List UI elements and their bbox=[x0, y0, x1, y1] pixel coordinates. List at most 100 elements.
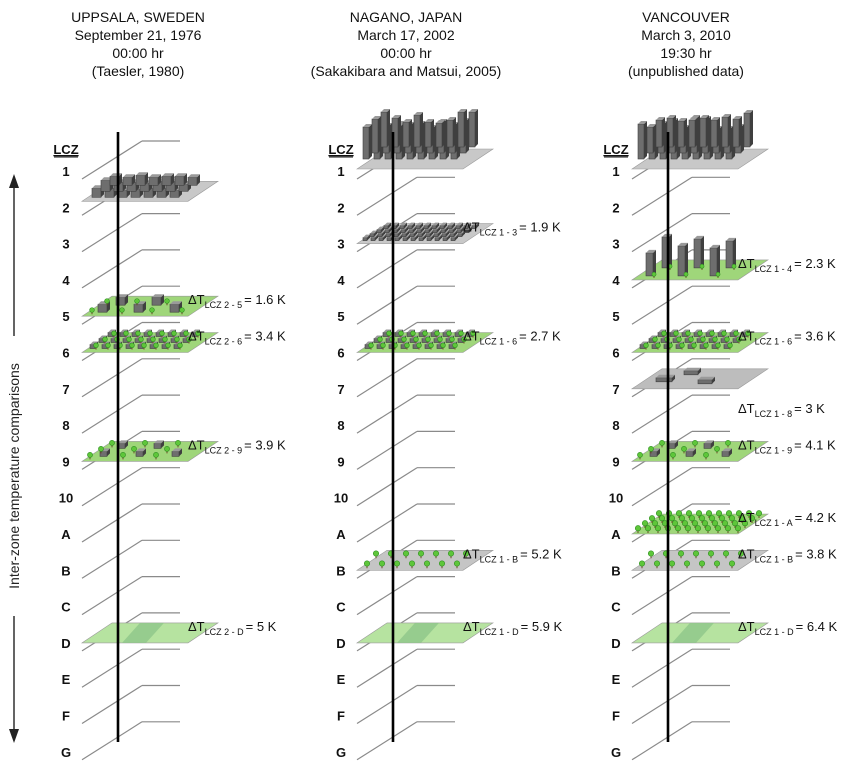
building-roof bbox=[709, 335, 717, 339]
building-side bbox=[653, 249, 656, 276]
building-roof bbox=[710, 244, 720, 248]
delta-value: = 3 K bbox=[794, 401, 825, 416]
tree-crown bbox=[695, 510, 703, 517]
building-front bbox=[153, 443, 162, 449]
level-label: 1 bbox=[337, 164, 344, 179]
top-reference-scene bbox=[81, 172, 219, 202]
tree bbox=[670, 452, 676, 460]
building-roof bbox=[656, 117, 665, 120]
lowrise-building bbox=[399, 222, 407, 229]
building-roof bbox=[658, 329, 666, 333]
tree bbox=[648, 515, 656, 523]
header-line-1: VANCOUVER bbox=[642, 9, 730, 25]
tree bbox=[736, 336, 742, 344]
tree bbox=[643, 342, 649, 350]
building-roof bbox=[126, 341, 134, 345]
tree-crown bbox=[434, 330, 440, 336]
tree-crown bbox=[715, 510, 723, 517]
delta-value: = 5 K bbox=[246, 619, 277, 634]
tree-crown bbox=[674, 525, 682, 532]
level-tick bbox=[356, 721, 418, 761]
tree bbox=[647, 550, 655, 559]
tree-crown bbox=[712, 336, 718, 342]
building-roof bbox=[174, 341, 182, 345]
tree-crown bbox=[676, 336, 682, 342]
building-front bbox=[380, 111, 388, 148]
tree bbox=[698, 515, 706, 523]
tree bbox=[428, 342, 434, 350]
lowrise-building bbox=[383, 222, 391, 229]
level-label: 7 bbox=[337, 382, 344, 397]
highrise-building bbox=[677, 242, 688, 277]
tree bbox=[724, 336, 730, 344]
building-side bbox=[452, 222, 455, 229]
tree-crown bbox=[685, 330, 691, 336]
building-side bbox=[414, 230, 417, 237]
tree bbox=[734, 525, 742, 533]
tree-crown bbox=[453, 560, 461, 567]
tree-crown bbox=[153, 342, 159, 348]
tree bbox=[453, 560, 461, 569]
small-building bbox=[703, 440, 714, 449]
building-roof bbox=[698, 376, 715, 380]
building-front bbox=[697, 379, 713, 385]
building-roof bbox=[686, 448, 696, 452]
building-roof bbox=[159, 335, 167, 339]
building-roof bbox=[132, 329, 140, 333]
tree-crown bbox=[174, 336, 180, 342]
building-side bbox=[462, 230, 465, 237]
building-front bbox=[413, 114, 421, 148]
level-label: 4 bbox=[337, 273, 345, 288]
tree bbox=[718, 515, 726, 523]
building-side bbox=[701, 235, 704, 268]
lcz-scene bbox=[631, 622, 769, 644]
tree-crown bbox=[425, 336, 431, 342]
level-label: 6 bbox=[62, 346, 69, 361]
tree-crown bbox=[422, 330, 428, 336]
tree-crown bbox=[141, 342, 147, 348]
tree bbox=[652, 336, 658, 344]
tree bbox=[104, 298, 110, 306]
tree-crown bbox=[688, 515, 696, 522]
building-roof bbox=[99, 335, 107, 339]
building-roof bbox=[700, 341, 708, 345]
tree bbox=[437, 336, 443, 344]
tree bbox=[470, 330, 476, 338]
building-side bbox=[382, 230, 385, 237]
tower-building bbox=[380, 109, 390, 148]
building-roof bbox=[431, 329, 439, 333]
delta-t-label: ΔTLCZ 1 - A = 4.2 K bbox=[738, 510, 837, 528]
building-side bbox=[422, 230, 425, 237]
building-side bbox=[197, 174, 200, 186]
building-front bbox=[743, 112, 751, 148]
tree-crown bbox=[713, 560, 721, 567]
tree bbox=[171, 330, 177, 338]
tree-crown bbox=[119, 307, 125, 313]
grass-strip bbox=[397, 622, 439, 643]
building-roof bbox=[432, 222, 439, 226]
tree-crown bbox=[109, 440, 115, 446]
building-front bbox=[409, 233, 415, 237]
apartment-building bbox=[97, 301, 110, 313]
delta-symbol: ΔT bbox=[738, 401, 755, 416]
lcz-scene bbox=[356, 549, 494, 571]
lowrise-building bbox=[407, 222, 415, 229]
building-roof bbox=[363, 124, 372, 127]
level-tick bbox=[356, 358, 418, 398]
side-axis: Inter-zone temperature comparisons bbox=[4, 174, 26, 743]
tree-crown bbox=[708, 515, 716, 522]
tree bbox=[728, 515, 736, 523]
tree bbox=[683, 271, 689, 278]
tree bbox=[701, 520, 709, 528]
tower-building bbox=[457, 109, 467, 148]
tree-crown bbox=[704, 525, 712, 532]
building-front bbox=[416, 229, 422, 233]
tree-crown bbox=[741, 520, 749, 527]
lowrise-building bbox=[369, 230, 377, 237]
building-front bbox=[440, 229, 446, 233]
building-roof bbox=[413, 341, 421, 345]
level-label: D bbox=[336, 636, 345, 651]
delta-value: = 4.1 K bbox=[794, 437, 836, 452]
tree-crown bbox=[470, 330, 476, 336]
building-front bbox=[394, 237, 400, 241]
